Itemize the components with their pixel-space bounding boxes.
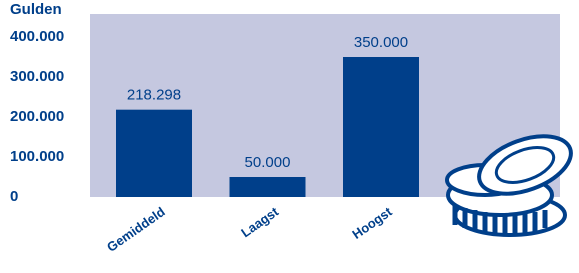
bar — [116, 110, 192, 197]
y-tick-label: 100.000 — [10, 148, 64, 165]
x-tick-label: Gemiddeld — [104, 204, 168, 255]
y-axis-label: Gulden — [10, 1, 62, 18]
y-tick-label: 300.000 — [10, 68, 64, 85]
bar — [230, 177, 306, 197]
x-tick-label: Laagst — [238, 204, 281, 241]
value-label: 50.000 — [245, 154, 291, 171]
y-tick-label: 0 — [10, 188, 18, 205]
x-tick-label: Hoogst — [349, 204, 395, 242]
bar — [343, 57, 419, 197]
chart: Gulden 0 100.000 200.000 300.000 400.000 218.… — [0, 0, 579, 273]
value-label: 218.298 — [127, 87, 181, 104]
value-label: 350.000 — [354, 34, 408, 51]
y-tick-label: 400.000 — [10, 28, 64, 45]
y-tick-label: 200.000 — [10, 108, 64, 125]
